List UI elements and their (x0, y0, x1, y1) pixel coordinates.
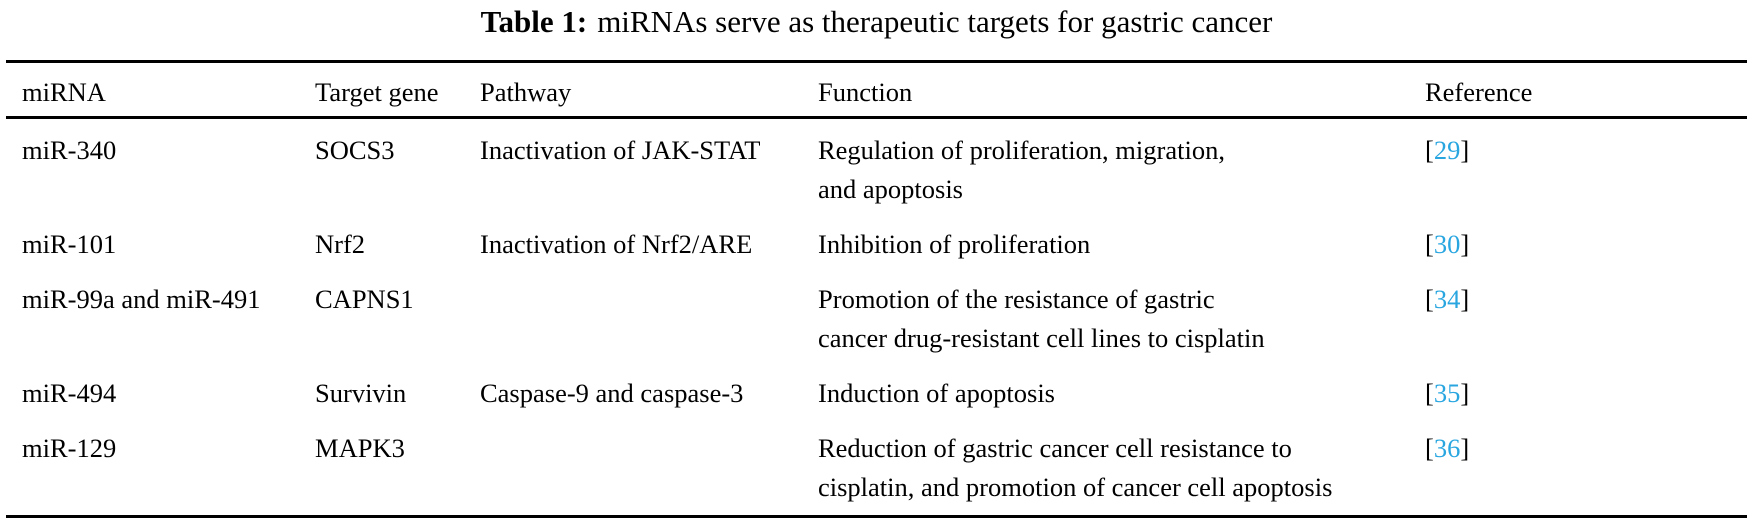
table-row: miR-101 Nrf2 Inactivation of Nrf2/ARE Inhib… (6, 217, 1747, 272)
cell-target-gene: SOCS3 (315, 135, 395, 165)
cell-target-gene: CAPNS1 (315, 284, 414, 314)
table-row: miR-99a and miR-491 CAPNS1 Promotion of th… (6, 272, 1747, 366)
cell-mirna: miR-99a and miR-491 (22, 284, 261, 314)
header-row: miRNA Target gene Pathway Function Refer… (6, 61, 1747, 118)
header-target-gene: Target gene (315, 77, 439, 107)
cell-function: Regulation of proliferation, migration, a… (818, 118, 1425, 218)
cell-pathway: Caspase-9 and caspase-3 (480, 378, 744, 408)
cell-function: Promotion of the resistance of gastric ca… (818, 272, 1425, 366)
function-line: cisplatin, and promotion of cancer cell … (818, 472, 1333, 502)
header-reference: Reference (1425, 77, 1533, 107)
cell-mirna: miR-494 (22, 378, 117, 408)
reference-link[interactable]: 29 (1433, 135, 1461, 165)
function-line: Inhibition of proliferation (818, 229, 1091, 259)
cell-target-gene: Nrf2 (315, 229, 366, 259)
function-line: Reduction of gastric cancer cell resista… (818, 433, 1292, 463)
table-title: miRNAs serve as therapeutic targets for … (597, 4, 1273, 39)
mirna-table: miRNA Target gene Pathway Function Refer… (6, 60, 1747, 518)
cell-mirna: miR-101 (22, 229, 117, 259)
function-line: Promotion of the resistance of gastric (818, 284, 1215, 314)
header-function: Function (818, 77, 913, 107)
table-row: miR-494 Survivin Caspase-9 and caspase-3 In… (6, 366, 1747, 421)
cell-reference: [34] (1425, 284, 1470, 314)
cell-reference: [36] (1425, 433, 1470, 463)
function-line: cancer drug-resistant cell lines to cisp… (818, 323, 1265, 353)
cell-pathway: Inactivation of JAK-STAT (480, 135, 761, 165)
cell-target-gene: MAPK3 (315, 433, 405, 463)
cell-pathway (480, 421, 818, 517)
function-line: and apoptosis (818, 174, 963, 204)
reference-link[interactable]: 34 (1433, 284, 1461, 314)
function-line: Regulation of proliferation, migration, (818, 135, 1225, 165)
cell-pathway (480, 272, 818, 366)
table-row: miR-129 MAPK3 Reduction of gastric cancer … (6, 421, 1747, 517)
cell-reference: [29] (1425, 135, 1470, 165)
cell-pathway: Inactivation of Nrf2/ARE (480, 229, 753, 259)
function-line: Induction of apoptosis (818, 378, 1055, 408)
reference-link[interactable]: 30 (1433, 229, 1461, 259)
header-pathway: Pathway (480, 77, 572, 107)
table-label: Table 1: (480, 4, 588, 39)
header-mirna: miRNA (22, 77, 106, 107)
table-caption: Table 1: miRNAs serve as therapeutic targ… (0, 4, 1753, 40)
cell-target-gene: Survivin (315, 378, 407, 408)
cell-function: Inhibition of proliferation (818, 217, 1425, 272)
cell-mirna: miR-129 (22, 433, 117, 463)
reference-link[interactable]: 36 (1433, 433, 1461, 463)
reference-link[interactable]: 35 (1433, 378, 1461, 408)
cell-mirna: miR-340 (22, 135, 117, 165)
cell-function: Induction of apoptosis (818, 366, 1425, 421)
cell-reference: [35] (1425, 378, 1470, 408)
cell-function: Reduction of gastric cancer cell resista… (818, 421, 1425, 517)
table-row: miR-340 SOCS3 Inactivation of JAK-STAT Regu… (6, 118, 1747, 218)
cell-reference: [30] (1425, 229, 1470, 259)
